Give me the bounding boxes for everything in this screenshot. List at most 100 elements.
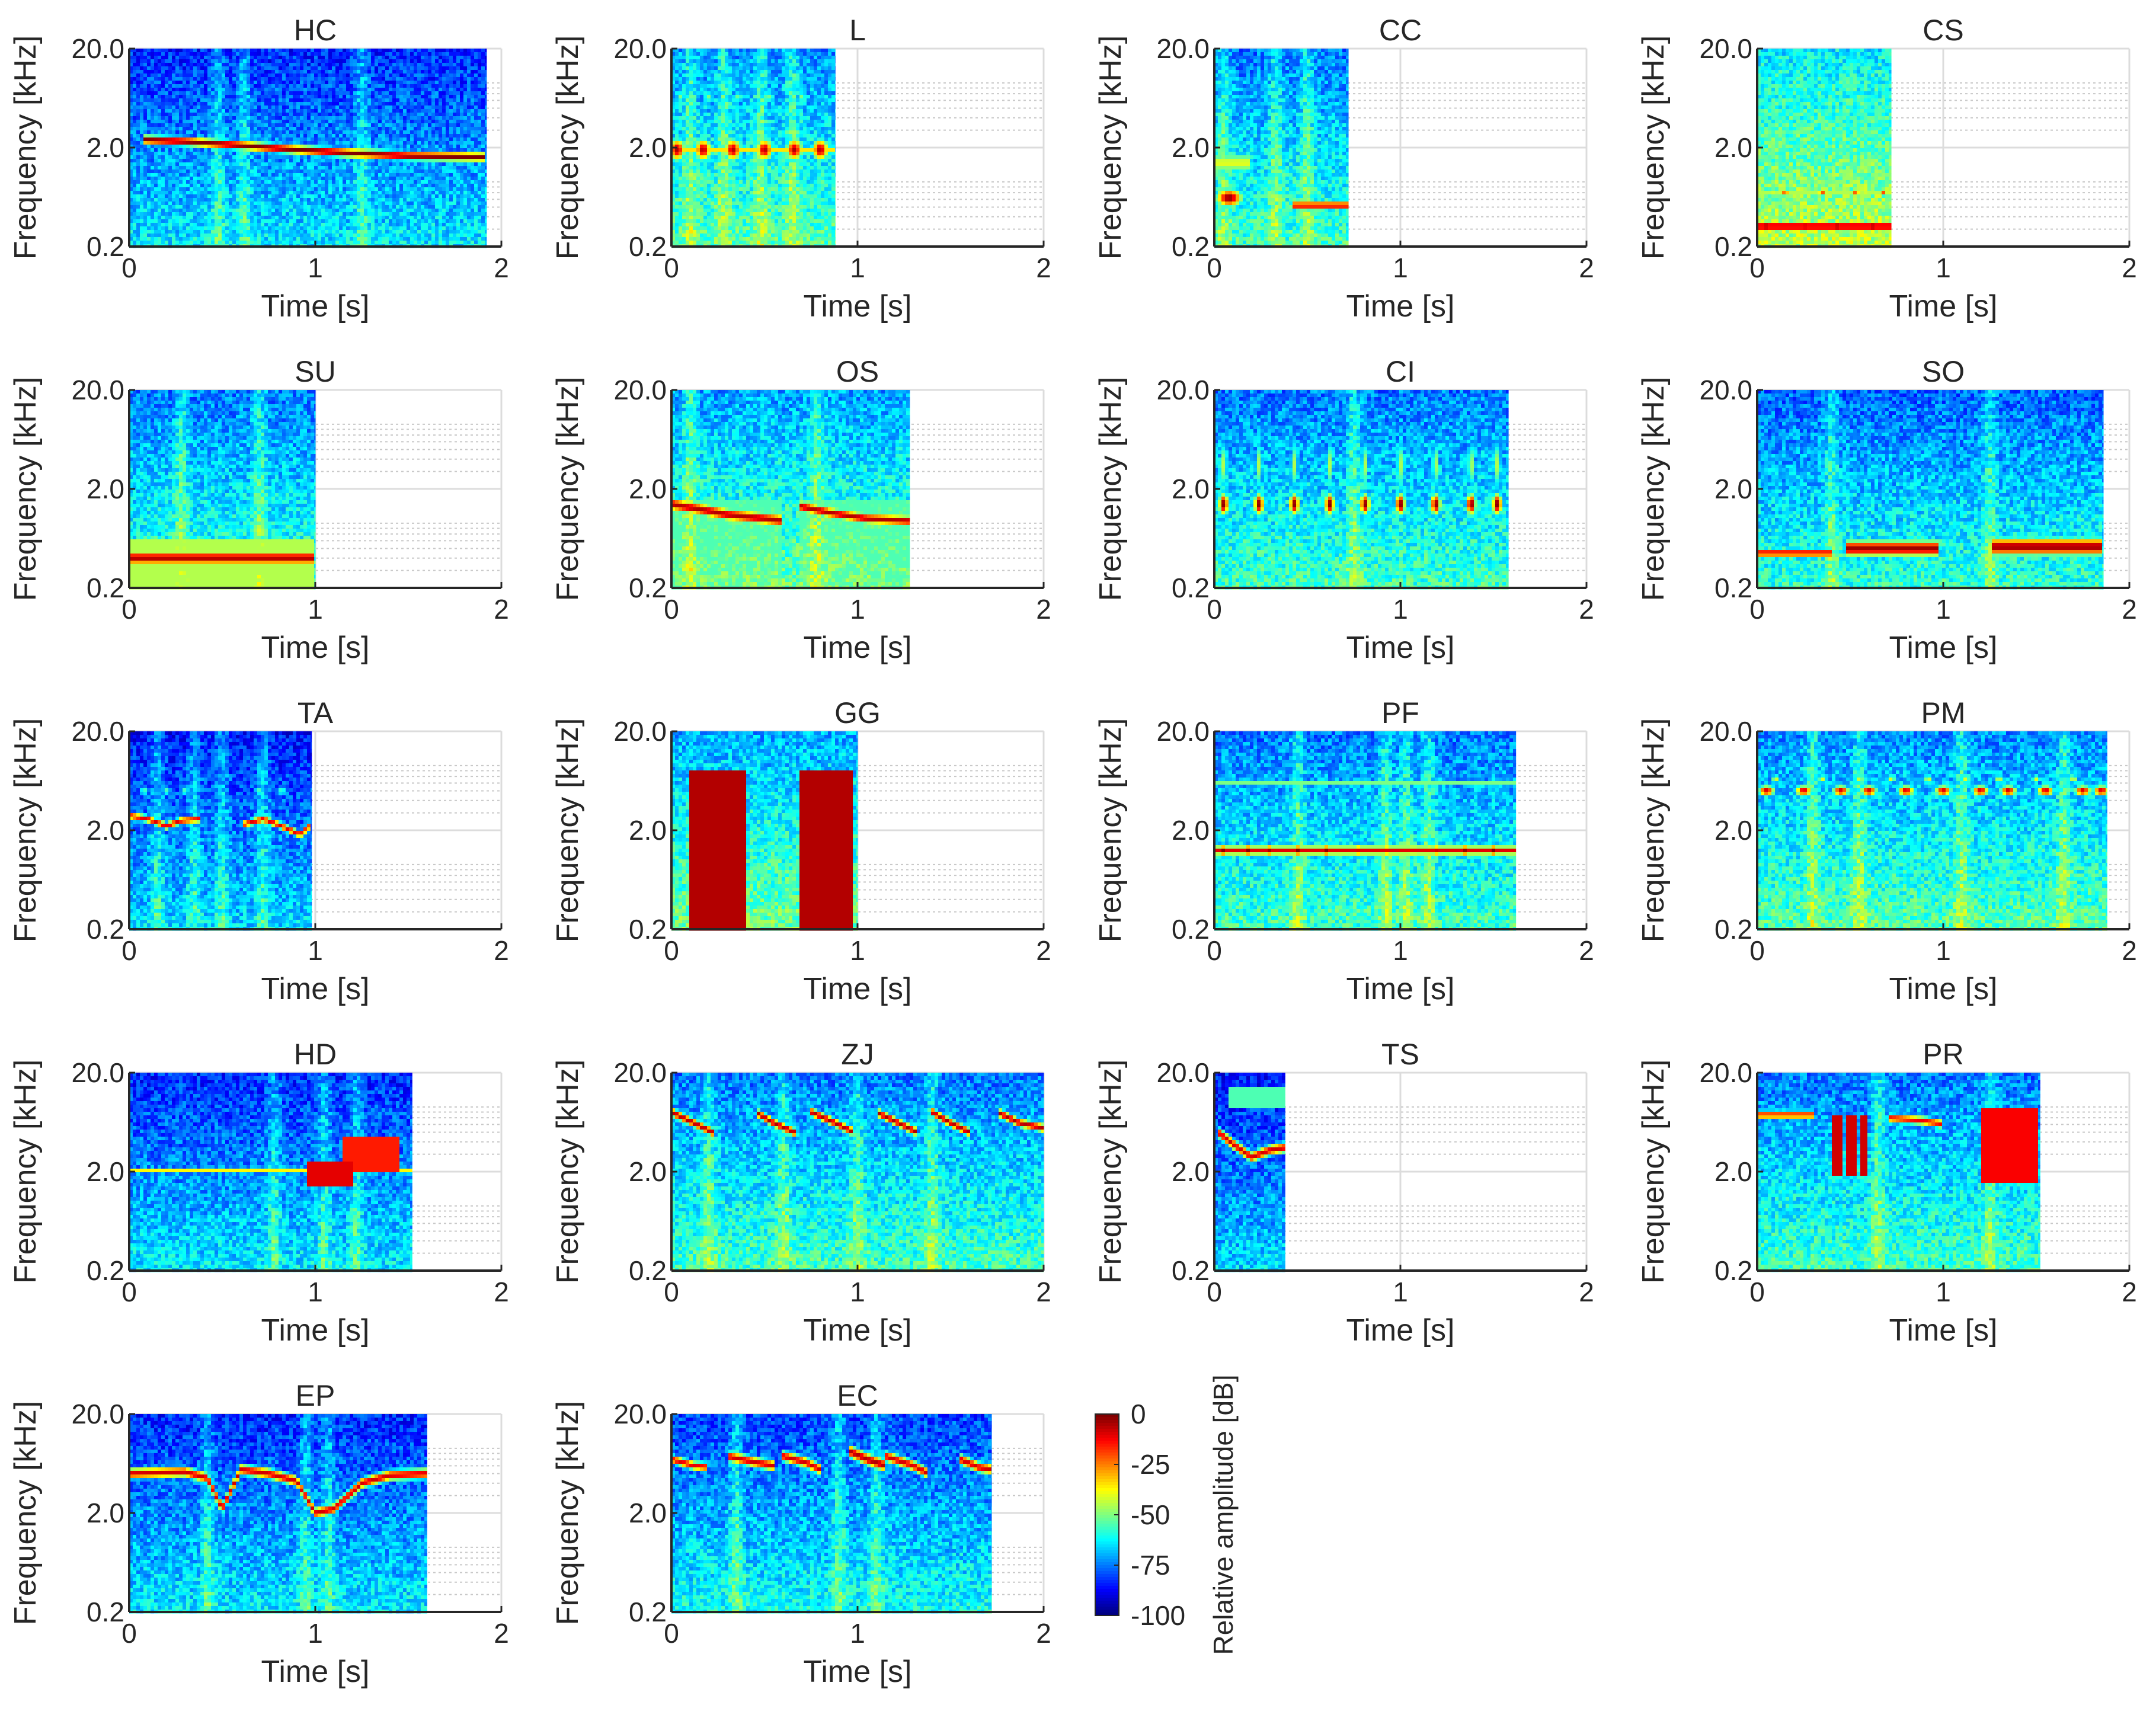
spectrogram-cell [133,105,137,110]
spectrogram-cell [136,205,140,209]
spectrogram-cell [147,177,151,181]
spectrogram-cell [140,88,144,92]
spectrogram-cell [136,59,140,63]
spectrogram-cell [147,52,151,56]
spectrogram-cell [140,77,144,81]
spectrogram-cell [136,152,140,156]
spectrogram-cell [136,145,140,149]
spectrogram-cell [133,109,137,113]
spectrogram-cell [143,73,148,78]
spectrogram-cell [136,173,140,177]
spectrogram-cell [133,194,137,199]
spectrogram-cell [136,84,140,88]
spectrogram-cell [136,102,140,106]
spectrogram-cell [140,241,144,245]
spectrogram-cell [140,233,144,238]
spectrogram-cell [136,73,140,78]
spectrogram-cell [147,201,151,206]
spectrogram-cell [143,233,148,238]
spectrogram-cell [147,187,151,191]
spectrogram-cell [136,95,140,99]
spectrogram-cell [136,155,140,159]
spectrogram-cell [133,201,137,206]
spectrogram-cell [133,113,137,117]
spectrogram-cell [143,148,148,152]
spectrogram-cell [133,226,137,231]
spectrogram-cell [133,180,137,184]
spectrogram-cell [140,105,144,110]
spectrogram-cell [140,205,144,209]
spectrogram-cell [140,230,144,234]
spectrogram-cell [136,98,140,103]
spectrogram-cell [143,137,148,142]
spectrogram-cell [143,209,148,213]
spectrogram-cell [136,194,140,199]
spectrogram-cell [147,205,151,209]
spectrogram-cell [140,52,144,56]
spectrogram-cell [140,81,144,85]
spectrogram-cell [143,102,148,106]
spectrogram-cell [133,95,137,99]
spectrogram-cell [147,169,151,174]
spectrogram-cell [136,88,140,92]
spectrogram-cell [133,230,137,234]
spectrogram-cell [143,237,148,241]
spectrogram-heatmap [129,49,487,248]
spectrogram-cell [133,205,137,209]
spectrogram-cell [140,49,144,53]
spectrogram-cell [147,148,151,152]
spectrogram-cell [136,91,140,95]
spectrogram-cell [133,152,137,156]
spectrogram-cell [136,137,140,142]
spectrogram-cell [133,148,137,152]
spectrogram-cell [136,226,140,231]
spectrogram-cell [136,63,140,67]
spectrogram-cell [147,59,151,63]
spectrogram-cell [133,166,137,170]
spectrogram-cell [133,209,137,213]
spectrogram-cell [143,184,148,188]
spectrogram-cell [140,120,144,124]
spectrogram-cell [140,198,144,202]
spectrogram-cell [143,59,148,63]
spectrogram-cell [133,241,137,245]
spectrogram-cell [147,194,151,199]
spectrogram-cell [147,134,151,138]
spectrogram-panel-hc: 0120.22.020.0HCTime [s]Frequency [kHz] [8,14,509,324]
spectrogram-cell [136,223,140,227]
spectrogram-cell [143,52,148,56]
spectrogram-cell [140,148,144,152]
spectrogram-cell [140,95,144,99]
spectrogram-cell [140,113,144,117]
spectrogram-cell [136,177,140,181]
spectrogram-cell [143,169,148,174]
spectrogram-cell [140,145,144,149]
spectrogram-cell [147,123,151,127]
spectrogram-cell [140,169,144,174]
spectrogram-cell [147,141,151,145]
spectrogram-cell [147,191,151,195]
spectrogram-cell [140,70,144,74]
spectrogram-cell [133,102,137,106]
spectrogram-cell [133,198,137,202]
spectrogram-cell [143,91,148,95]
spectrogram-cell [140,152,144,156]
spectrogram-cell [143,56,148,60]
spectrogram-cell [136,219,140,223]
spectrogram-cell [136,66,140,71]
spectrogram-cell [143,159,148,163]
spectrogram-cell [143,123,148,127]
spectrogram-cell [140,159,144,163]
spectrogram-cell [143,88,148,92]
spectrogram-cell [140,73,144,78]
spectrogram-cell [140,134,144,138]
spectrogram-cell [133,173,137,177]
spectrogram-cell [136,209,140,213]
spectrogram-cell [147,95,151,99]
spectrogram-cell [133,56,137,60]
spectrogram-cell [136,70,140,74]
spectrogram-cell [136,52,140,56]
spectrogram-cell [133,159,137,163]
spectrogram-cell [147,162,151,167]
spectrogram-cell [136,187,140,191]
